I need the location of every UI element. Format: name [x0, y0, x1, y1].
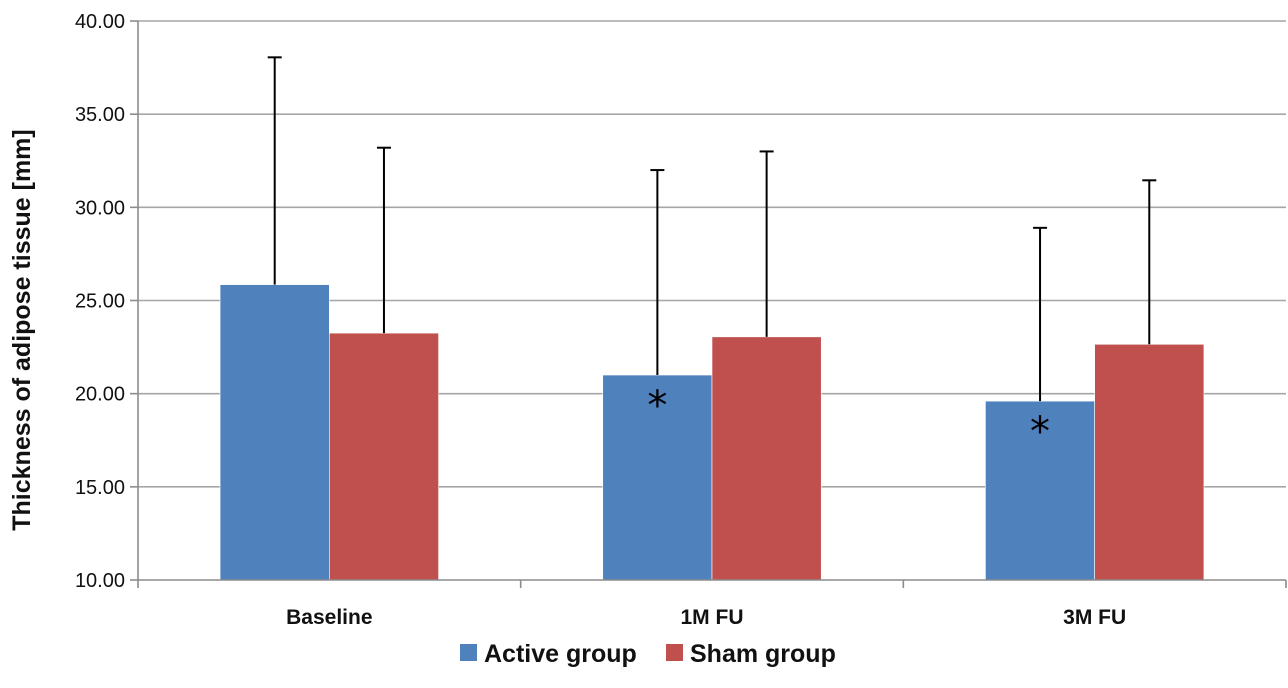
- x-tick-labels: Baseline 1M FU 3M FU: [286, 606, 1126, 629]
- y-tick-label: 35.00: [75, 104, 125, 126]
- y-tick-label: 10.00: [75, 570, 125, 592]
- error-bars: [267, 56, 1157, 402]
- legend-swatch-1: [666, 644, 683, 661]
- bars: [219, 284, 1205, 581]
- legend-label-1: Sham group: [690, 640, 836, 668]
- y-tick-label: 15.00: [75, 477, 125, 499]
- y-tick-label: 30.00: [75, 197, 125, 219]
- significance-marker: *: [647, 383, 667, 429]
- category-label: 3M FU: [1063, 606, 1126, 629]
- bar-1-2: [1094, 343, 1205, 581]
- y-tick-labels: 10.00 15.00 20.00 25.00 30.00 35.00 40.00: [75, 11, 138, 592]
- y-tick-label: 40.00: [75, 11, 125, 33]
- bar-0-1: [602, 374, 713, 581]
- legend: Active group Sham group: [460, 640, 836, 668]
- annotations: **: [647, 383, 1050, 455]
- y-axis-label: Thickness of adipose tissue [mm]: [8, 129, 36, 531]
- category-label: Baseline: [286, 606, 372, 629]
- bar-1-1: [711, 336, 822, 581]
- legend-swatch-0: [460, 644, 477, 661]
- category-label: 1M FU: [681, 606, 744, 629]
- bar-0-0: [219, 284, 330, 581]
- legend-label-0: Active group: [484, 640, 637, 668]
- y-tick-label: 25.00: [75, 291, 125, 313]
- y-tick-label: 20.00: [75, 384, 125, 406]
- bar-1-0: [329, 332, 439, 581]
- significance-marker: *: [1030, 409, 1050, 455]
